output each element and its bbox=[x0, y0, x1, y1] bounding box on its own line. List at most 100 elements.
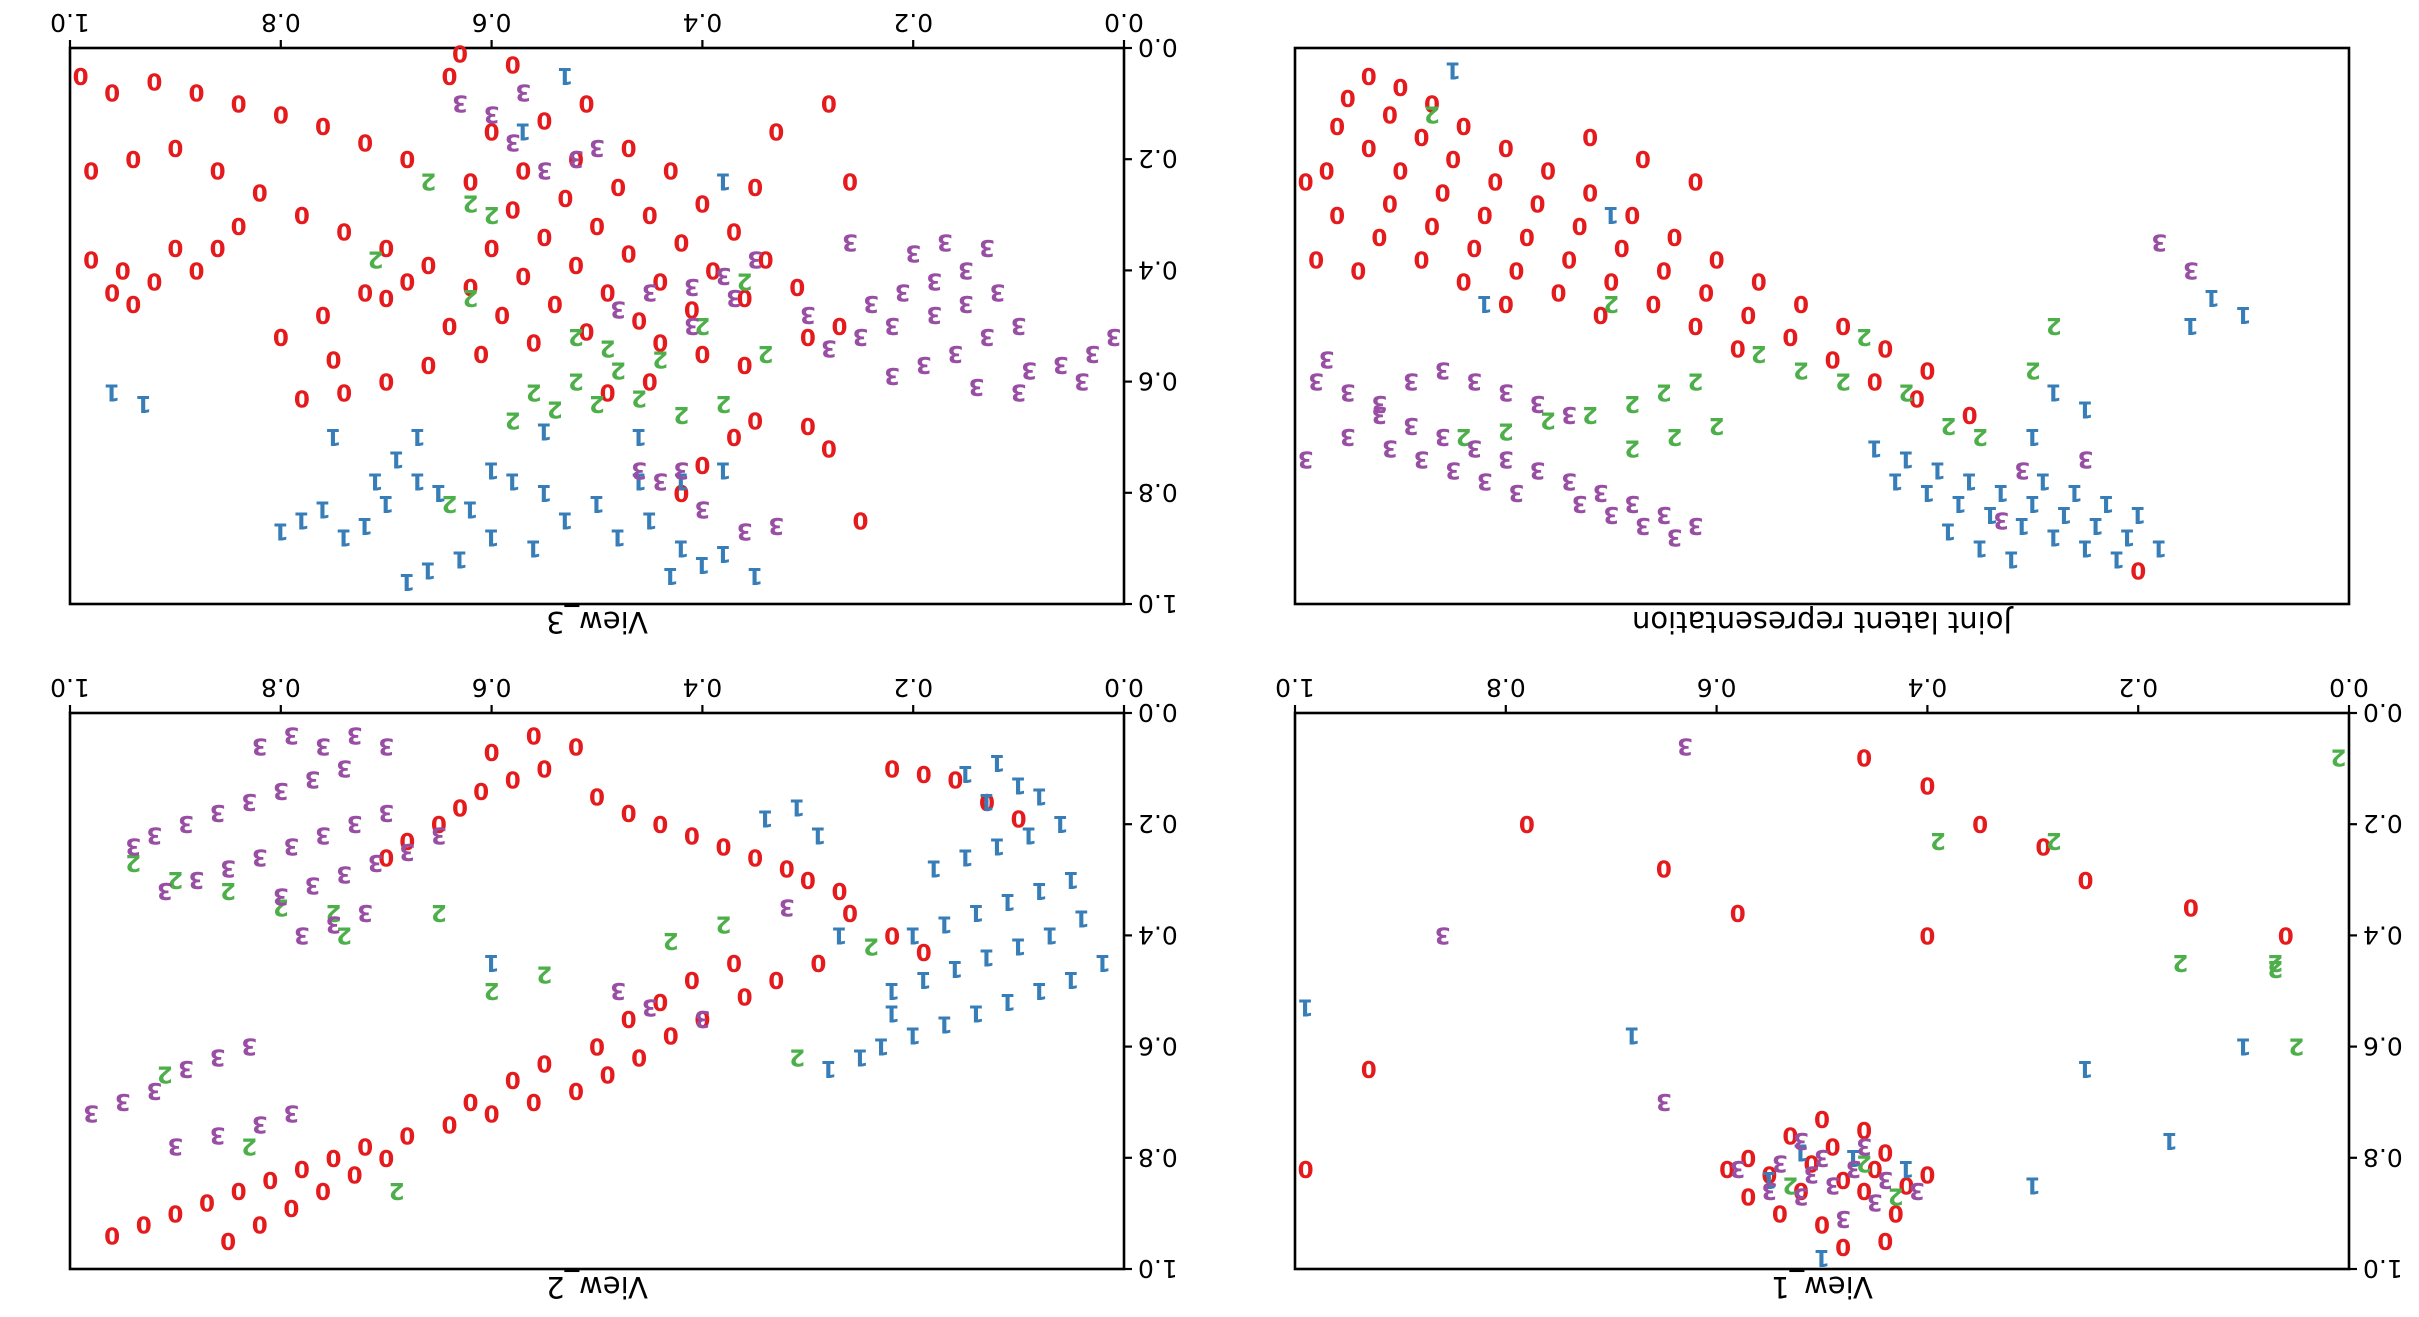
scatter-point-3: 3 bbox=[1011, 379, 1027, 405]
x-tick-label: 0.6 bbox=[472, 8, 512, 37]
scatter-point-0: 0 bbox=[231, 90, 247, 116]
scatter-point-0: 0 bbox=[536, 106, 552, 132]
scatter-point-1: 1 bbox=[1095, 949, 1111, 975]
y-tick-label: 1.0 bbox=[2363, 1254, 2403, 1283]
scatter-point-0: 0 bbox=[1867, 368, 1883, 394]
scatter-point-2: 2 bbox=[1835, 368, 1851, 394]
axes-frame bbox=[68, 46, 1126, 606]
scatter-point-0: 0 bbox=[621, 240, 637, 266]
scatter-point-3: 3 bbox=[347, 721, 363, 747]
scatter-point-0: 0 bbox=[1814, 1105, 1830, 1131]
scatter-point-1: 1 bbox=[1011, 933, 1027, 959]
scatter-point-1: 1 bbox=[916, 966, 932, 992]
scatter-point-2: 2 bbox=[1940, 412, 1956, 438]
scatter-point-0: 0 bbox=[800, 866, 816, 892]
scatter-point-0: 0 bbox=[852, 507, 868, 533]
scatter-point-0: 0 bbox=[1456, 268, 1472, 294]
scatter-point-2: 2 bbox=[2172, 949, 2188, 975]
scatter-point-0: 0 bbox=[737, 983, 753, 1009]
scatter-point-0: 0 bbox=[1740, 1144, 1756, 1170]
x-tick-label: 0.2 bbox=[893, 673, 933, 702]
scatter-point-3: 3 bbox=[715, 262, 731, 288]
scatter-point-1: 1 bbox=[715, 167, 731, 193]
y-tick-label: 0.8 bbox=[1138, 478, 1178, 507]
scatter-point-2: 2 bbox=[2025, 356, 2041, 382]
scatter-point-3: 3 bbox=[1624, 490, 1640, 516]
scatter-point-3: 3 bbox=[125, 832, 141, 858]
scatter-point-0: 0 bbox=[378, 234, 394, 260]
y-tick-label: 0.4 bbox=[2363, 920, 2403, 949]
scatter-point-1: 1 bbox=[1983, 501, 1999, 527]
scatter-point-2: 2 bbox=[1656, 379, 1672, 405]
scatter-point-2: 2 bbox=[600, 334, 616, 360]
scatter-point-0: 0 bbox=[1867, 1155, 1883, 1181]
scatter-point-0: 0 bbox=[694, 1005, 710, 1031]
scatter-point-0: 0 bbox=[441, 62, 457, 88]
scatter-point-0: 0 bbox=[821, 90, 837, 116]
scatter-point-3: 3 bbox=[294, 921, 310, 947]
scatter-point-0: 0 bbox=[431, 810, 447, 836]
scatter-point-1: 1 bbox=[884, 977, 900, 1003]
scatter-point-3: 3 bbox=[1825, 1172, 1841, 1198]
scatter-point-3: 3 bbox=[1593, 479, 1609, 505]
scatter-point-0: 0 bbox=[1424, 90, 1440, 116]
scatter-point-0: 0 bbox=[568, 732, 584, 758]
scatter-point-0: 0 bbox=[463, 167, 479, 193]
scatter-point-0: 0 bbox=[283, 1194, 299, 1220]
scatter-point-0: 0 bbox=[652, 988, 668, 1014]
scatter-point-0: 0 bbox=[1825, 345, 1841, 371]
x-tick-label: 0.6 bbox=[1697, 673, 1737, 702]
scatter-point-3: 3 bbox=[1793, 1183, 1809, 1209]
scatter-point-2: 2 bbox=[1582, 401, 1598, 427]
scatter-point-0: 0 bbox=[1561, 245, 1577, 271]
scatter-point-0: 0 bbox=[663, 156, 679, 182]
scatter-point-0: 0 bbox=[1740, 1183, 1756, 1209]
scatter-point-3: 3 bbox=[1084, 340, 1100, 366]
scatter-point-3: 3 bbox=[737, 518, 753, 544]
scatter-point-0: 0 bbox=[420, 251, 436, 277]
scatter-point-0: 0 bbox=[146, 67, 162, 93]
scatter-point-0: 0 bbox=[536, 223, 552, 249]
scatter-point-0: 0 bbox=[1582, 123, 1598, 149]
scatter-point-0: 0 bbox=[800, 412, 816, 438]
scatter-point-3: 3 bbox=[1498, 379, 1514, 405]
scatter-point-0: 0 bbox=[315, 301, 331, 327]
scatter-point-1: 1 bbox=[2014, 512, 2030, 538]
scatter-point-2: 2 bbox=[863, 933, 879, 959]
scatter-point-0: 0 bbox=[1498, 134, 1514, 160]
scatter-point-0: 0 bbox=[1392, 156, 1408, 182]
scatter-point-0: 0 bbox=[1371, 223, 1387, 249]
scatter-point-2: 2 bbox=[715, 910, 731, 936]
scatter-point-0: 0 bbox=[188, 256, 204, 282]
scatter-point-3: 3 bbox=[178, 1055, 194, 1081]
scatter-point-3: 3 bbox=[968, 373, 984, 399]
scatter-point-3: 3 bbox=[1021, 356, 1037, 382]
scatter-point-3: 3 bbox=[1435, 356, 1451, 382]
scatter-point-2: 2 bbox=[463, 284, 479, 310]
scatter-point-2: 2 bbox=[336, 921, 352, 947]
scatter-point-1: 1 bbox=[1898, 445, 1914, 471]
scatter-point-3: 3 bbox=[852, 323, 868, 349]
scatter-point-3: 3 bbox=[926, 301, 942, 327]
scatter-point-2: 2 bbox=[431, 899, 447, 925]
scatter-point-0: 0 bbox=[621, 1005, 637, 1031]
scatter-point-3: 3 bbox=[684, 273, 700, 299]
scatter-point-1: 1 bbox=[378, 490, 394, 516]
scatter-point-2: 2 bbox=[673, 401, 689, 427]
scatter-point-0: 0 bbox=[1919, 1160, 1935, 1186]
scatter-point-1: 1 bbox=[1032, 782, 1048, 808]
scatter-point-0: 0 bbox=[652, 329, 668, 355]
scatter-point-0: 0 bbox=[1688, 312, 1704, 338]
scatter-point-0: 0 bbox=[420, 351, 436, 377]
scatter-point-0: 0 bbox=[884, 921, 900, 947]
scatter-point-0: 0 bbox=[589, 212, 605, 238]
scatter-point-2: 2 bbox=[568, 368, 584, 394]
scatter-point-0: 0 bbox=[1319, 156, 1335, 182]
scatter-point-2: 2 bbox=[241, 1133, 257, 1159]
scatter-point-0: 0 bbox=[1730, 334, 1746, 360]
scatter-point-3: 3 bbox=[1688, 512, 1704, 538]
scatter-point-3: 3 bbox=[926, 268, 942, 294]
scatter-point-0: 0 bbox=[916, 938, 932, 964]
scatter-point-0: 0 bbox=[399, 827, 415, 853]
scatter-point-0: 0 bbox=[1477, 201, 1493, 227]
